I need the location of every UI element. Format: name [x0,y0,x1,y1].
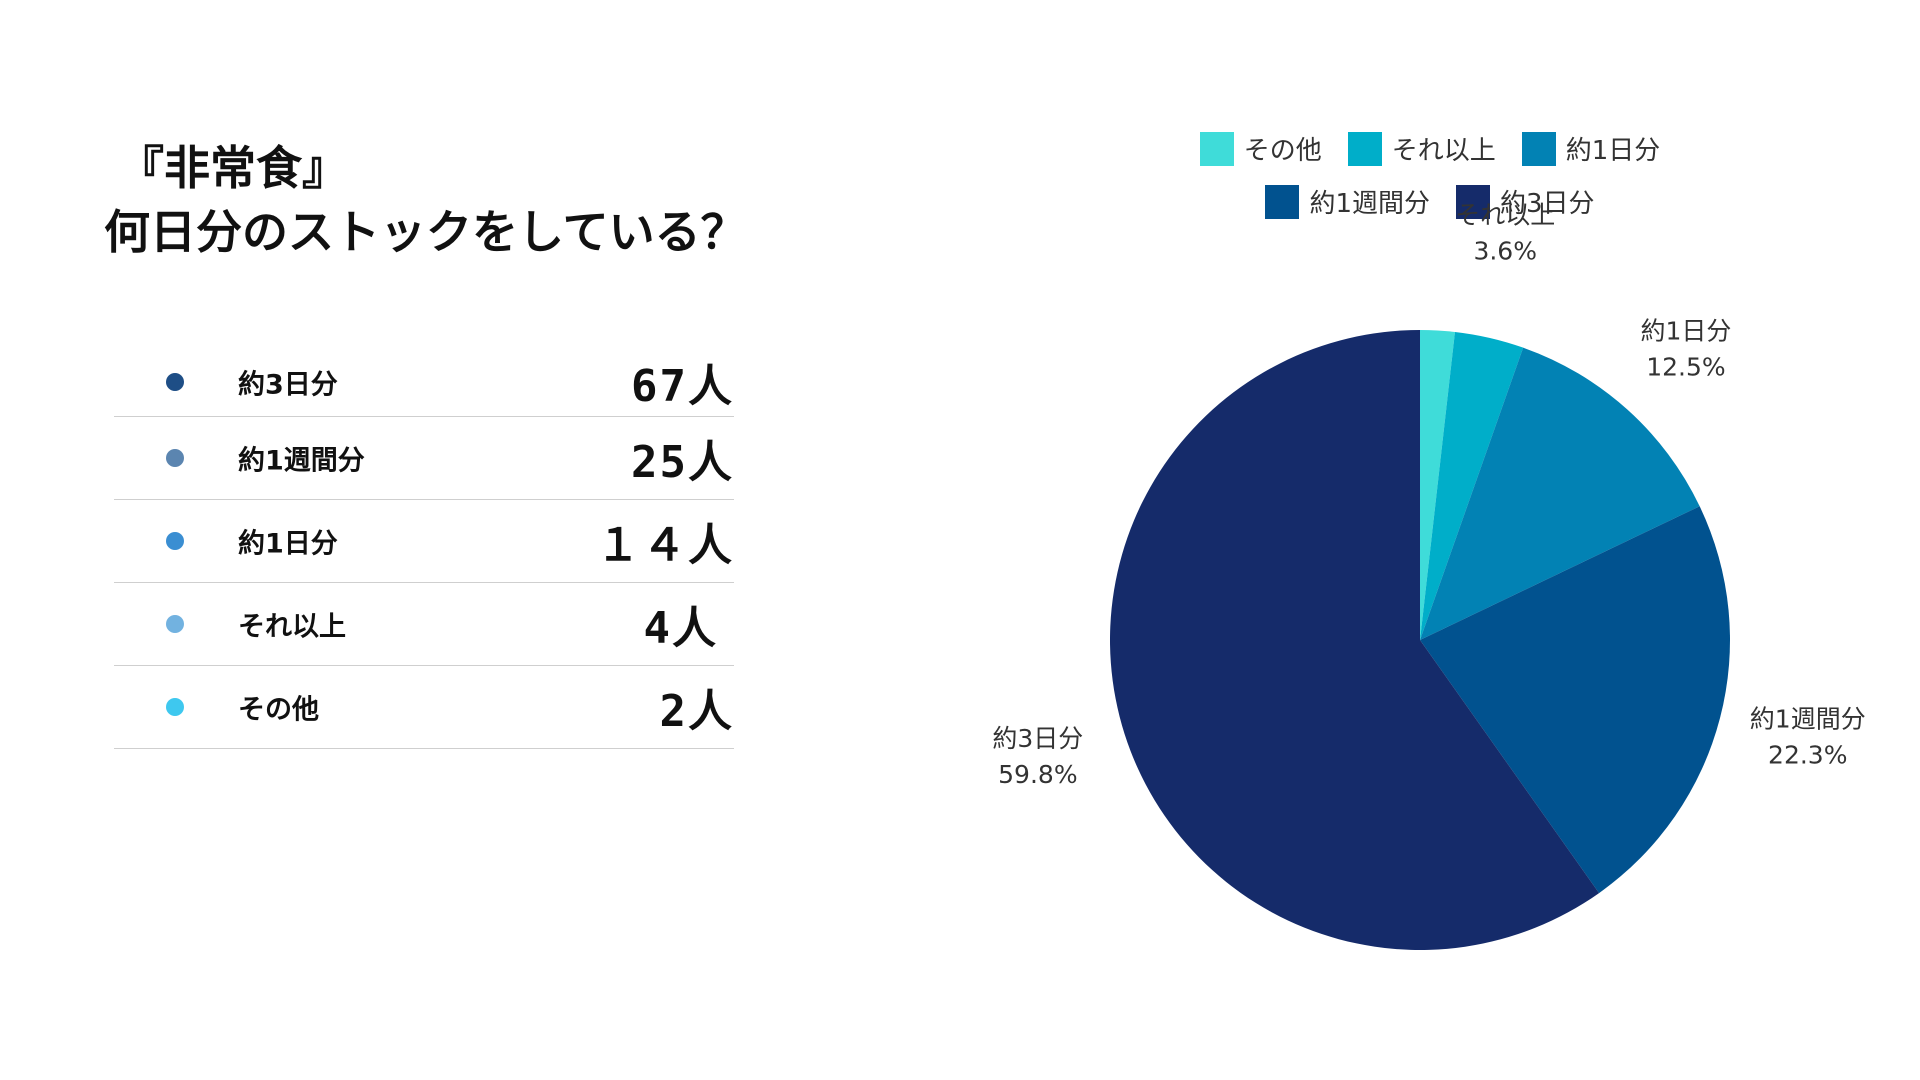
slice-category-label: 約3日分 [992,724,1083,753]
chart-legend: その他 それ以上 約1日分 約1週間分 約3日分 [980,130,1880,236]
legend-item[interactable]: 約1日分 [1521,130,1661,167]
legend-label: それ以上 [1391,136,1496,166]
summary-label: 約3日分 [238,369,338,401]
bullet-dot [166,698,184,716]
summary-label: 約1週間分 [238,445,365,477]
summary-row: 約1日分 １４人 [114,500,734,583]
bullet-dot [166,449,184,467]
summary-row: 約3日分 67人 [114,348,734,417]
summary-label: その他 [238,694,319,726]
summary-count: 25人 [631,437,734,488]
summary-row: その他 2人 [114,666,734,749]
slice-category-label: それ以上 [1455,201,1555,230]
pie-slice[interactable] [1110,330,1600,950]
pie-slice[interactable] [1420,330,1455,640]
bullet-dot [166,532,184,550]
bullet-dot [166,615,184,633]
slice-percent-label: 22.3% [1768,741,1847,770]
summary-row: 約1週間分 25人 [114,417,734,500]
summary-count: 2人 [659,686,734,737]
summary-list: 約3日分 67人 約1週間分 25人 約1日分 １４人 それ以上 4人 その他 … [114,348,734,749]
pie-slice[interactable] [1420,347,1700,640]
legend-swatch [1347,131,1382,166]
slice-category-label: 約1週間分 [1750,705,1866,734]
summary-label: 約1日分 [238,528,338,560]
pie-slice[interactable] [1420,506,1730,894]
legend-item[interactable]: 約3日分 [1456,183,1595,220]
summary-count: １４人 [596,520,734,571]
slice-category-label: 約1日分 [1641,316,1732,345]
title-line-2: 何日分のストックをしている？ [104,205,747,259]
summary-count: 67人 [631,361,734,412]
legend-swatch [1265,184,1300,219]
pie-chart-area: その他 それ以上 約1日分 約1週間分 約3日分 それ以上 3.6% 約1日分 12.5% 約1… [980,130,1880,990]
legend-swatch [1456,184,1490,219]
legend-label: 約1週間分 [1309,189,1430,219]
legend-row: 約1週間分 約3日分 [980,183,1880,220]
legend-row: その他 それ以上 約1日分 [980,130,1880,167]
legend-item[interactable]: その他 [1199,130,1322,167]
summary-row: それ以上 4人 [114,583,734,666]
summary-label: それ以上 [238,611,346,643]
chart-title: 『非常食』 何日分のストックをしている？ [104,136,747,264]
pie-slice[interactable] [1420,331,1524,640]
slice-percent-label: 12.5% [1646,352,1725,381]
legend-label: その他 [1243,136,1322,166]
legend-item[interactable]: 約1週間分 [1265,183,1430,220]
legend-item[interactable]: それ以上 [1347,130,1496,167]
legend-label: 約1日分 [1565,136,1661,166]
title-line-1: 『非常食』 [118,141,348,195]
legend-swatch [1199,131,1234,166]
legend-label: 約3日分 [1500,189,1595,219]
legend-swatch [1521,131,1556,166]
pie-chart: それ以上 3.6% 約1日分 12.5% 約1週間分 22.3% 約3日分 59.8% [992,201,1866,950]
slice-percent-label: 3.6% [1473,237,1537,266]
bullet-dot [166,373,184,391]
summary-count: 4人 [643,603,718,654]
slice-percent-label: 59.8% [998,760,1077,789]
